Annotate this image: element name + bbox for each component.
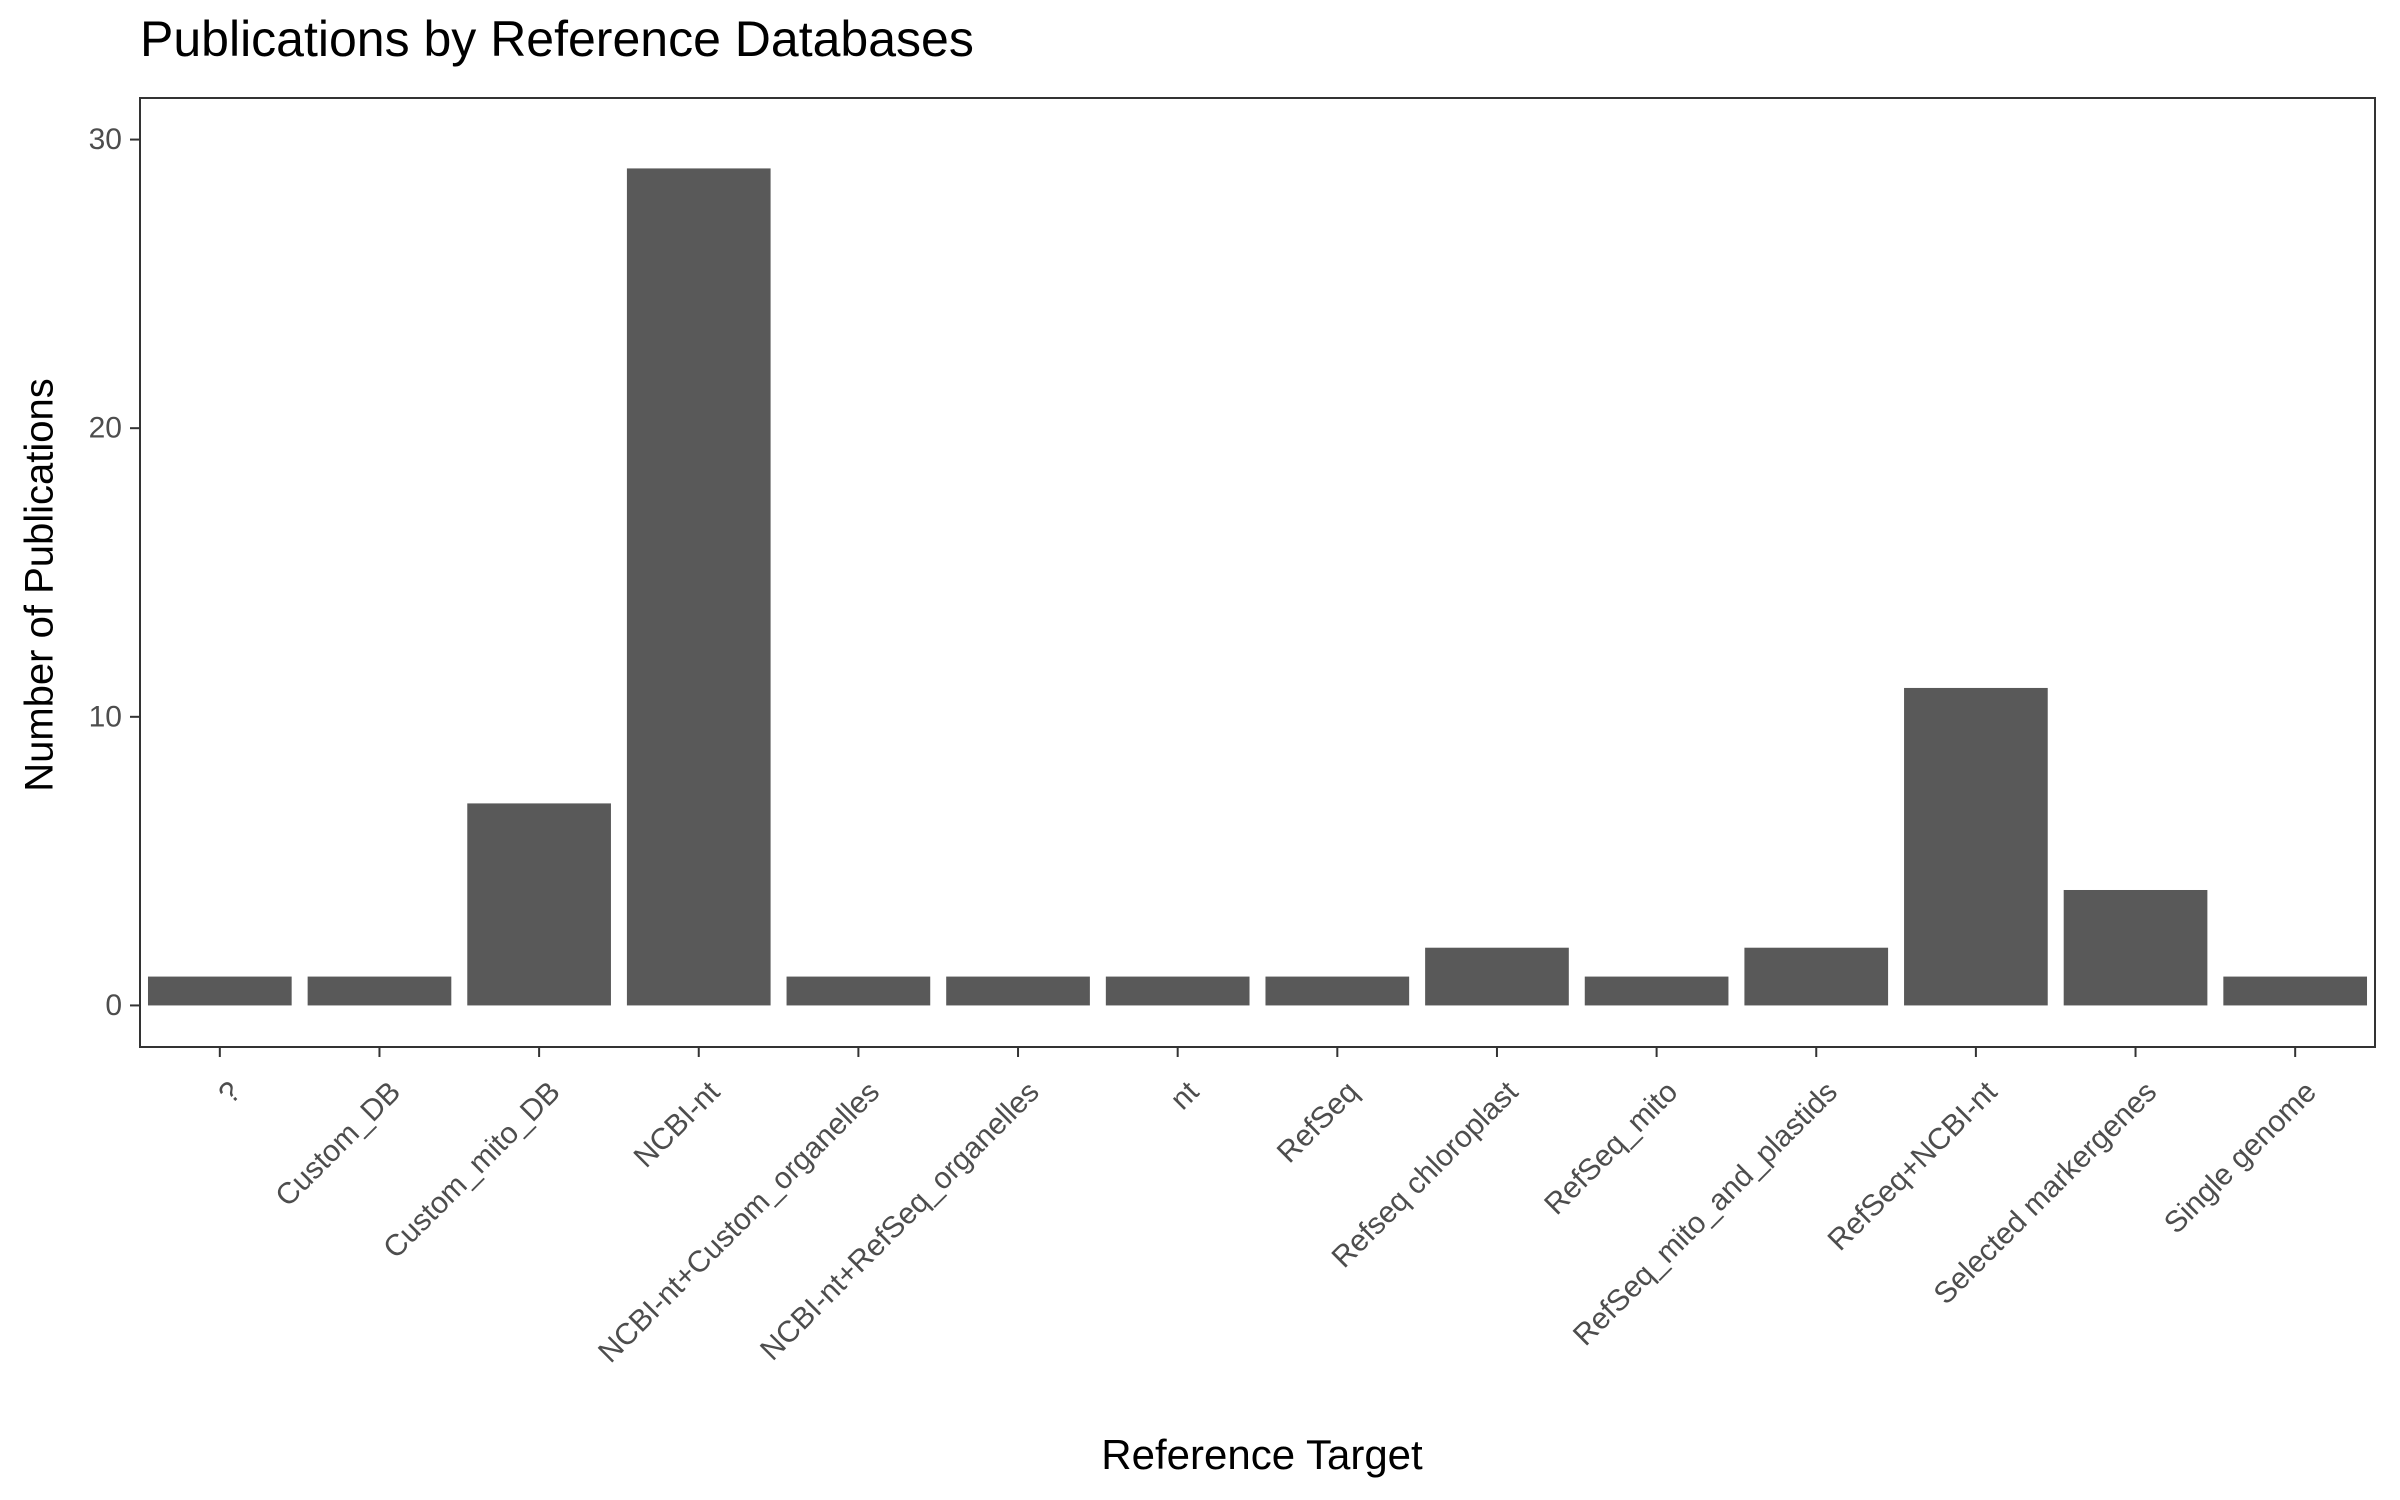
bar-11 — [1904, 687, 2048, 1006]
bar-3 — [626, 168, 771, 1006]
x-tick-label-11: RefSeq+NCBI-nt — [1822, 1075, 2004, 1257]
bar-1 — [307, 976, 452, 1006]
x-tick-label-4: NCBI-nt+Custom_organelles — [592, 1075, 886, 1369]
x-tick-label-7: RefSeq — [1271, 1075, 1365, 1169]
chart-title: Publications by Reference Databases — [140, 11, 974, 67]
y-tick-label-0: 0 — [105, 989, 122, 1022]
x-tick-label-3: NCBI-nt — [628, 1075, 727, 1174]
x-tick-label-13: Single genome — [2158, 1075, 2323, 1240]
x-axis-label: Reference Target — [1101, 1431, 1423, 1478]
bar-5 — [946, 976, 1090, 1006]
bar-0 — [147, 976, 292, 1006]
x-tick-label-5: NCBI-nt+RefSeq_organelles — [754, 1075, 1046, 1367]
y-tick-label-3: 30 — [89, 123, 122, 156]
bar-4 — [786, 976, 931, 1006]
x-tick-label-10: RefSeq_mito_and_plastids — [1567, 1075, 1844, 1352]
y-tick-label-2: 20 — [89, 412, 122, 445]
bar-7 — [1265, 976, 1410, 1006]
bar-13 — [2223, 976, 2368, 1006]
bar-6 — [1105, 976, 1250, 1006]
plot-panel-border — [139, 97, 2376, 1048]
bar-8 — [1425, 947, 1569, 1006]
x-tick-label-1: Custom_DB — [269, 1075, 407, 1213]
x-tick-label-0: ? — [212, 1075, 247, 1110]
x-tick-label-9: RefSeq_mito — [1538, 1075, 1684, 1221]
bar-10 — [1744, 947, 1889, 1006]
y-tick-label-1: 10 — [89, 700, 122, 733]
x-tick-label-2: Custom_mito_DB — [377, 1075, 567, 1265]
x-tick-label-6: nt — [1164, 1075, 1205, 1116]
bar-12 — [2063, 889, 2208, 1006]
bar-2 — [467, 803, 611, 1006]
bar-9 — [1584, 976, 1729, 1006]
